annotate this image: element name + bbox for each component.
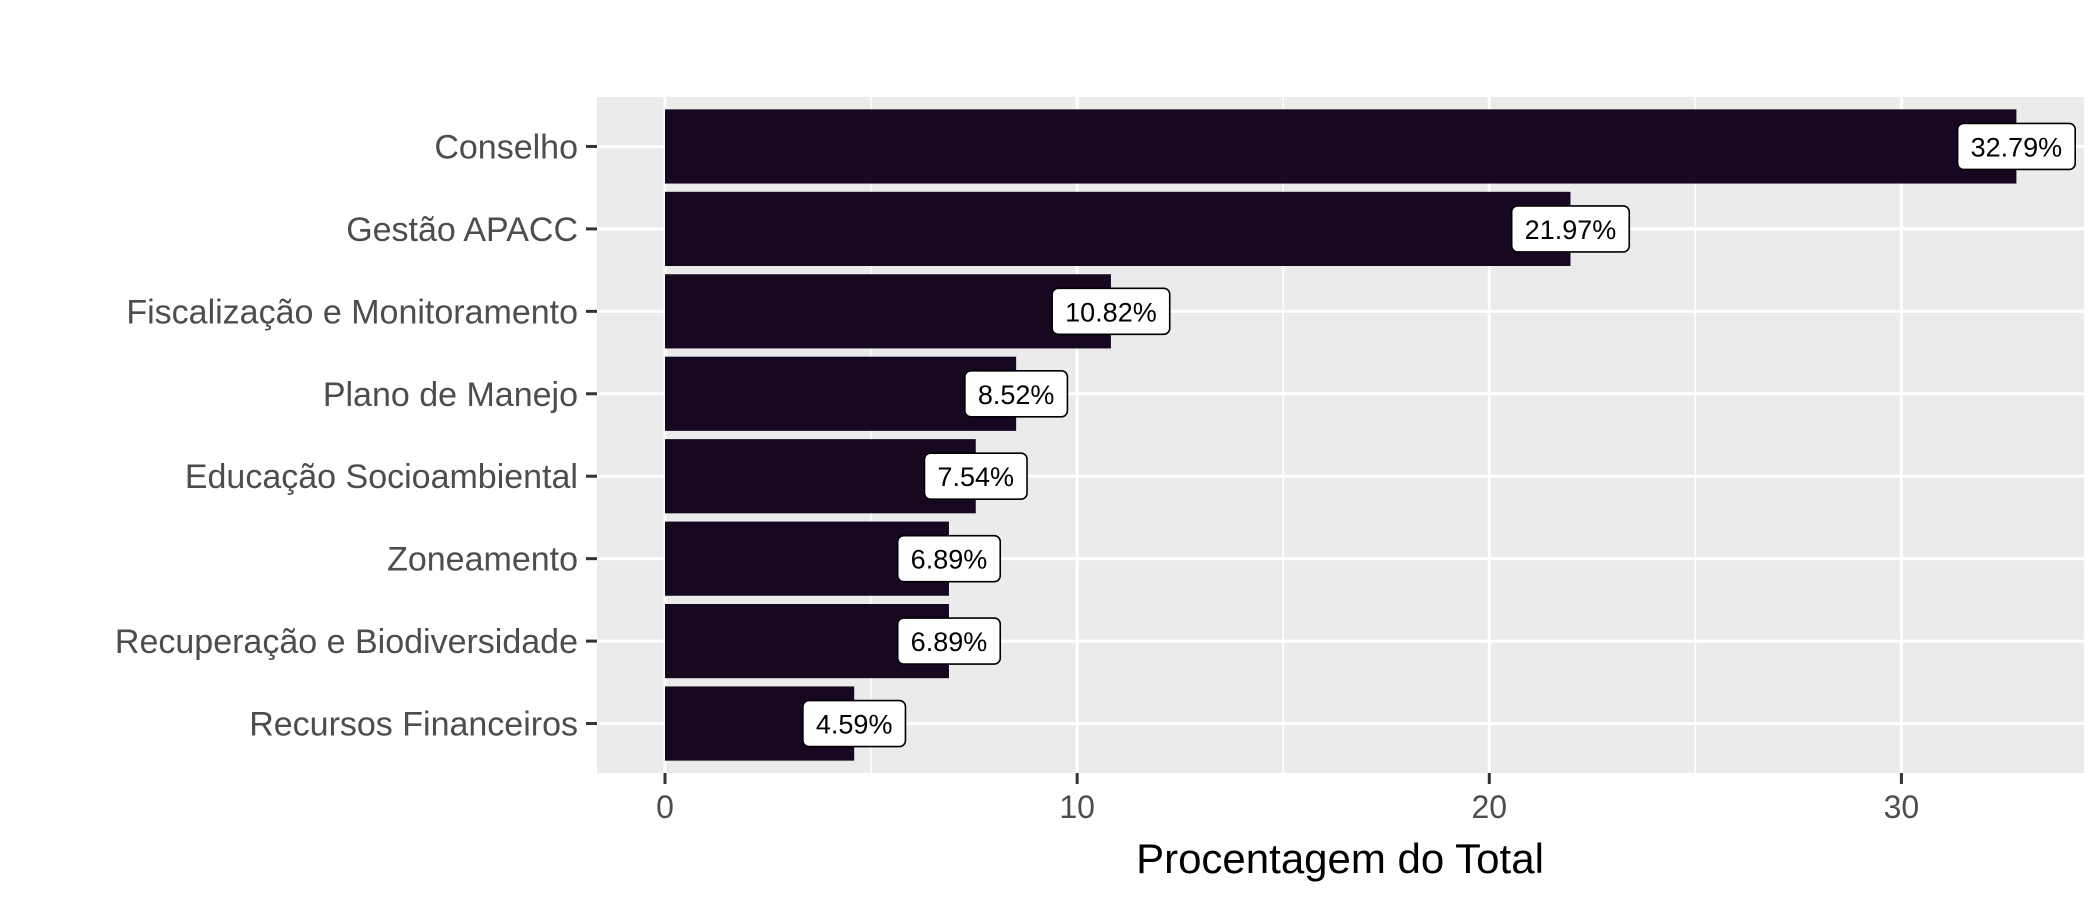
data-label-text: 10.82%: [1065, 297, 1157, 327]
x-tick-label: 30: [1884, 789, 1920, 825]
category-label: Recuperação e Biodiversidade: [115, 623, 578, 661]
data-label: 6.89%: [896, 617, 1002, 665]
data-label-box: [1956, 122, 2076, 171]
data-label-text: 8.52%: [978, 380, 1055, 410]
data-label-text: 6.89%: [911, 545, 988, 575]
category-label: Gestão APACC: [346, 211, 578, 249]
category-label: Educação Socioambiental: [185, 458, 578, 496]
data-label-text: 32.79%: [1971, 132, 2063, 162]
bar: [665, 274, 1111, 349]
category-label: Conselho: [434, 128, 578, 166]
data-label: 32.79%: [1956, 122, 2076, 171]
data-label-box: [923, 452, 1028, 501]
bars: [665, 109, 2017, 761]
data-label-text: 6.89%: [911, 627, 988, 657]
data-label-text: 4.59%: [816, 710, 893, 740]
x-axis: 0 10 20 30: [656, 773, 1919, 825]
category-label: Plano de Manejo: [323, 376, 578, 414]
y-axis: Conselho Gestão APACC Fiscalização e Monit…: [115, 128, 597, 744]
x-tick-label: 20: [1471, 789, 1507, 825]
data-label-box: [1510, 205, 1631, 253]
data-label: 21.97%: [1510, 205, 1631, 253]
data-label: 10.82%: [1051, 287, 1171, 336]
data-label-box: [1051, 287, 1171, 336]
category-label: Recursos Financeiros: [249, 706, 578, 744]
bar: [665, 356, 1017, 431]
data-label-text: 7.54%: [937, 462, 1014, 492]
x-tick-label: 10: [1059, 789, 1095, 825]
data-label-box: [964, 369, 1069, 418]
data-label: 4.59%: [802, 699, 907, 748]
x-tick-label: 0: [656, 789, 674, 825]
data-label-box: [896, 617, 1002, 665]
data-label: 6.89%: [896, 534, 1002, 583]
category-label: Zoneamento: [387, 541, 578, 579]
bar: [665, 109, 2017, 184]
bar: [665, 191, 1571, 266]
data-label-box: [896, 534, 1002, 583]
data-label-box: [802, 699, 907, 748]
data-labels: 32.79% 21.97% 10.82% 8.52% 7.54% 6.89% 6.89% 4.…: [802, 122, 2076, 748]
data-label: 8.52%: [964, 369, 1069, 418]
x-axis-title: Procentagem do Total: [1136, 835, 1544, 882]
data-label: 7.54%: [923, 452, 1028, 501]
data-label-text: 21.97%: [1525, 215, 1617, 245]
category-label: Fiscalização e Monitoramento: [126, 293, 578, 331]
